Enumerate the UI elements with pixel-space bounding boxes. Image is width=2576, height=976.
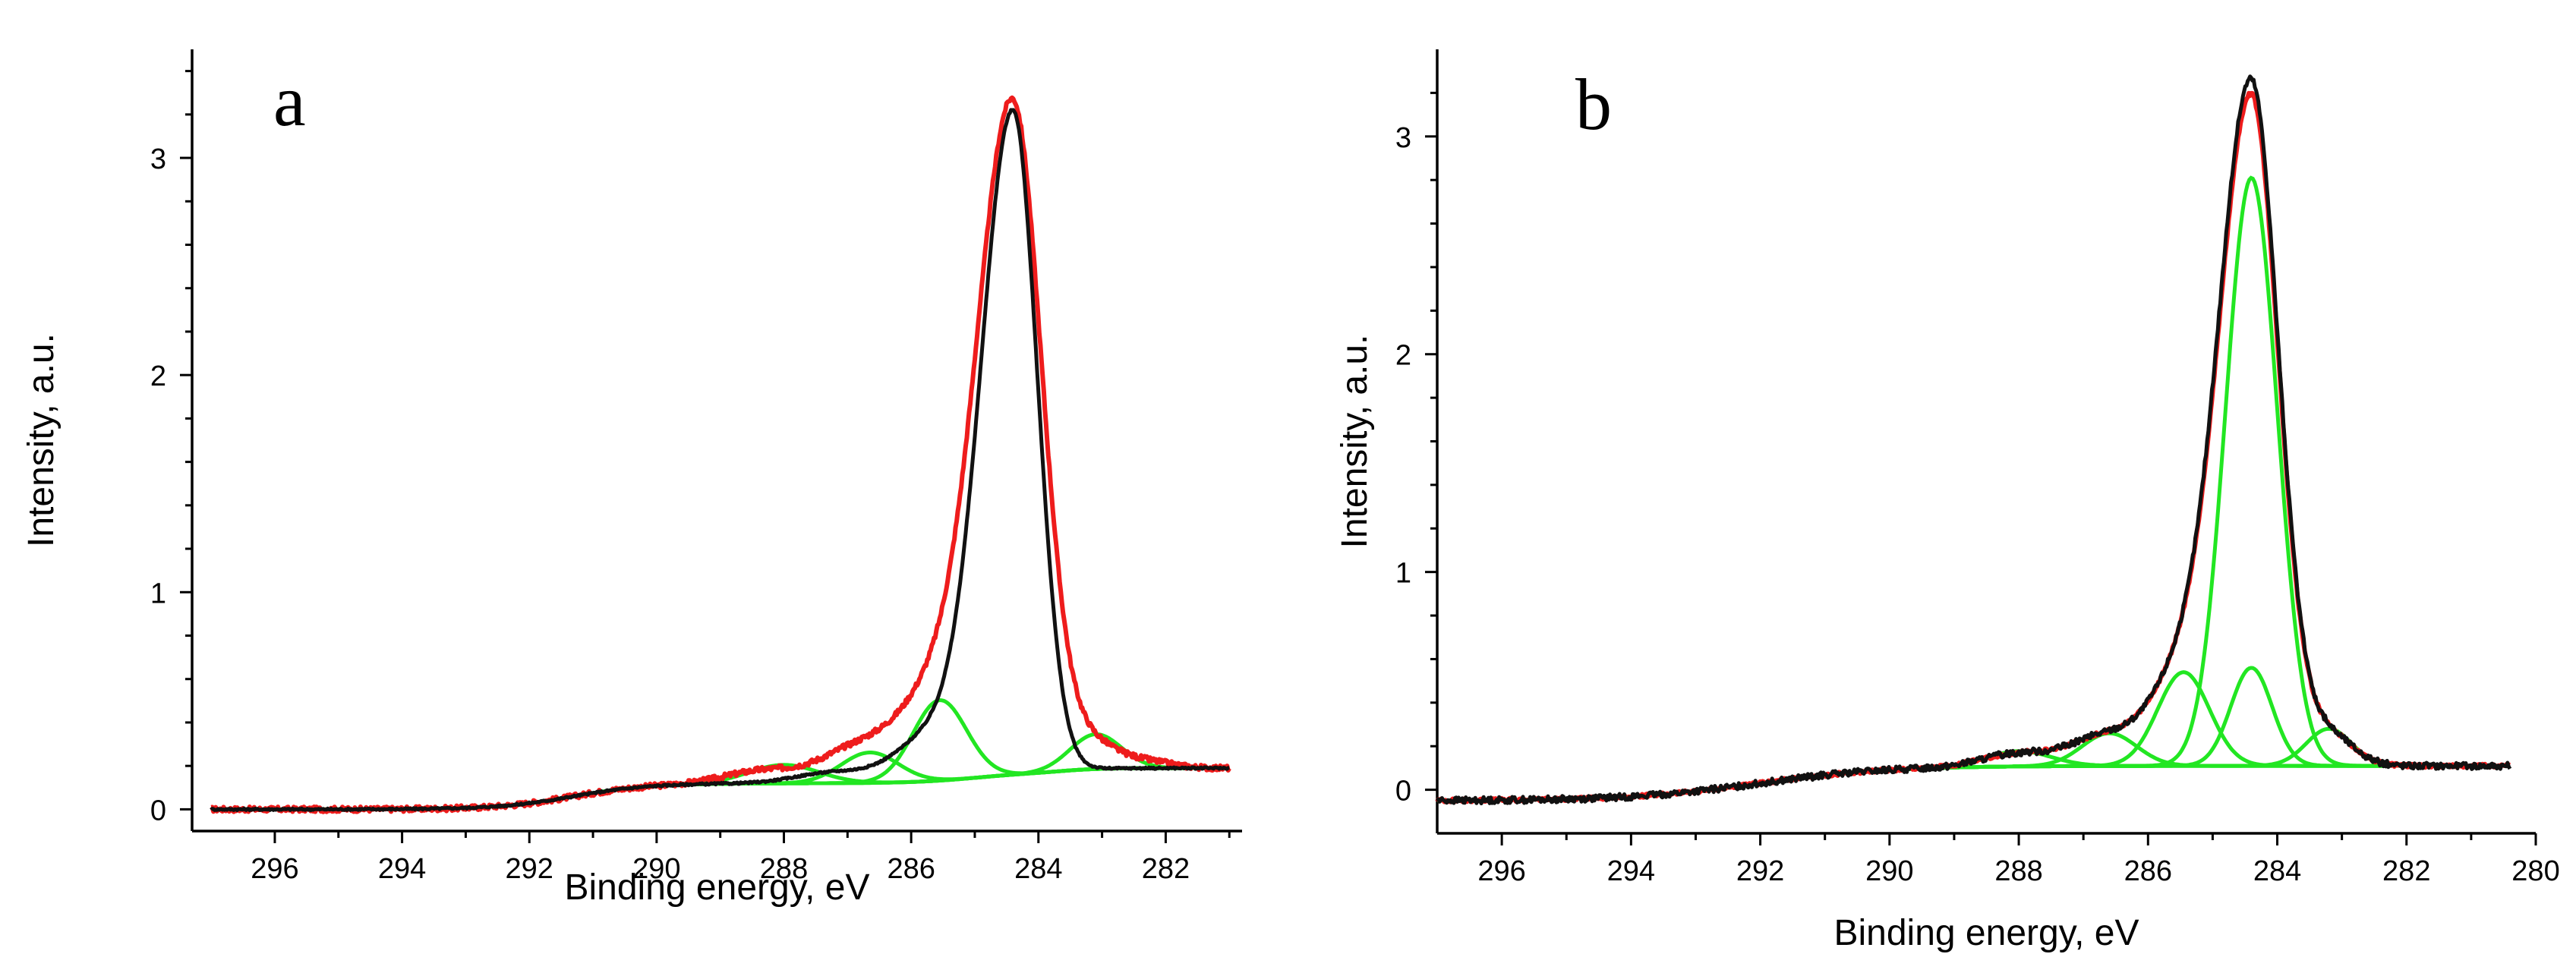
envelope-line	[210, 108, 1231, 812]
x-tick-label: 288	[1994, 855, 2042, 887]
y-tick-label: 0	[1395, 776, 1411, 808]
panel-label: a	[273, 60, 306, 141]
x-tick-label: 296	[1477, 855, 1525, 887]
component-peak	[1631, 175, 2497, 798]
y-tick-label: 2	[1395, 340, 1411, 372]
x-tick-label: 282	[1142, 853, 1190, 885]
y-axis-title: Intensity, a.u.	[1335, 335, 1375, 549]
y-tick-label: 1	[1395, 558, 1411, 590]
x-tick-label: 280	[2511, 855, 2559, 887]
x-tick-label: 294	[1607, 855, 1655, 887]
envelope-line	[1435, 74, 2512, 806]
x-tick-label: 292	[1736, 855, 1784, 887]
y-tick-label: 3	[1395, 122, 1411, 154]
y-tick-label: 2	[150, 360, 166, 392]
x-tick-label: 286	[2124, 855, 2172, 887]
x-tick-label: 290	[632, 853, 680, 885]
x-tick-label: 284	[1014, 853, 1062, 885]
y-axis-title: Intensity, a.u.	[21, 333, 61, 547]
experimental-line	[210, 95, 1231, 814]
experimental-line	[1435, 90, 2511, 804]
x-tick-label: 290	[1865, 855, 1913, 887]
x-tick-label: 294	[378, 853, 426, 885]
x-tick-label: 284	[2253, 855, 2301, 887]
y-tick-label: 1	[150, 578, 166, 609]
x-axis-title: Binding energy, eV	[1833, 913, 2139, 953]
y-tick-label: 3	[150, 143, 166, 175]
panel-a-chart: 296 294 292 290 288 286 284 282 0 1 2 3 Binding ener…	[21, 49, 1242, 908]
x-axis-title: Binding energy, eV	[564, 867, 869, 908]
x-tick-label: 292	[506, 853, 553, 885]
component-peak	[1631, 666, 2497, 798]
component-peak	[1631, 670, 2497, 798]
background-line	[211, 766, 1230, 811]
panel-b-chart: 296 294 292 290 288 286 284 282 280 0 1 2 3 Binding e…	[1335, 49, 2560, 953]
x-tick-label: 286	[887, 853, 935, 885]
panel-label: b	[1575, 64, 1612, 145]
x-tick-label: 288	[760, 853, 808, 885]
y-tick-label: 0	[150, 795, 166, 826]
x-tick-label: 282	[2382, 855, 2430, 887]
x-tick-label: 296	[251, 853, 298, 885]
